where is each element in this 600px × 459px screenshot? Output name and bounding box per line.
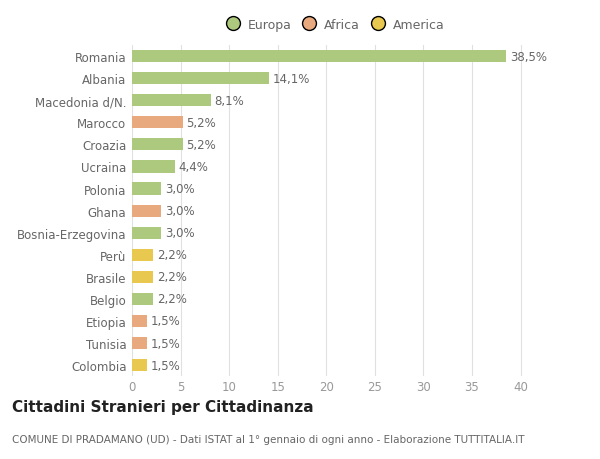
Text: COMUNE DI PRADAMANO (UD) - Dati ISTAT al 1° gennaio di ogni anno - Elaborazione : COMUNE DI PRADAMANO (UD) - Dati ISTAT al…: [12, 434, 524, 444]
Text: 5,2%: 5,2%: [187, 139, 216, 151]
Text: 2,2%: 2,2%: [157, 249, 187, 262]
Bar: [132, 51, 506, 63]
Bar: [132, 139, 182, 151]
Text: 3,0%: 3,0%: [165, 183, 194, 196]
Text: 5,2%: 5,2%: [187, 117, 216, 129]
Bar: [132, 337, 146, 349]
Bar: [132, 359, 146, 371]
Text: 4,4%: 4,4%: [179, 161, 209, 174]
Bar: [132, 183, 161, 195]
Bar: [132, 227, 161, 239]
Bar: [132, 315, 146, 327]
Legend: Europa, Africa, America: Europa, Africa, America: [228, 19, 444, 32]
Text: 3,0%: 3,0%: [165, 205, 194, 218]
Bar: [132, 271, 154, 283]
Text: 1,5%: 1,5%: [151, 359, 180, 372]
Bar: [132, 293, 154, 305]
Text: 1,5%: 1,5%: [151, 315, 180, 328]
Text: 8,1%: 8,1%: [215, 95, 244, 107]
Bar: [132, 161, 175, 173]
Bar: [132, 95, 211, 107]
Text: 1,5%: 1,5%: [151, 337, 180, 350]
Text: 2,2%: 2,2%: [157, 271, 187, 284]
Text: 3,0%: 3,0%: [165, 227, 194, 240]
Bar: [132, 205, 161, 217]
Text: 2,2%: 2,2%: [157, 293, 187, 306]
Bar: [132, 73, 269, 85]
Text: 14,1%: 14,1%: [273, 73, 310, 85]
Text: 38,5%: 38,5%: [510, 50, 547, 63]
Bar: [132, 117, 182, 129]
Text: Cittadini Stranieri per Cittadinanza: Cittadini Stranieri per Cittadinanza: [12, 399, 314, 414]
Bar: [132, 249, 154, 261]
